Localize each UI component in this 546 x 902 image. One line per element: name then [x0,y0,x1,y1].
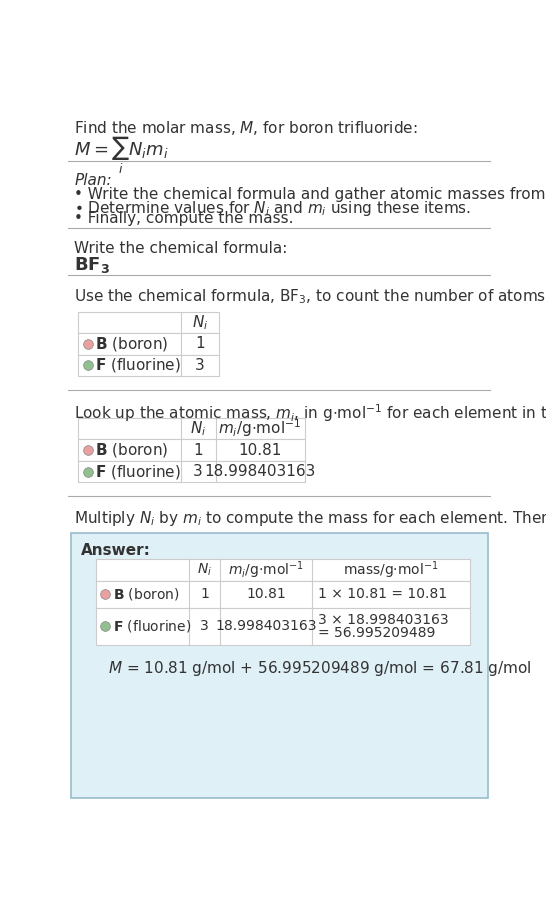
Text: $M$ = 10.81 g/mol + 56.995209489 g/mol = 67.81 g/mol: $M$ = 10.81 g/mol + 56.995209489 g/mol =… [108,658,531,677]
Text: $\mathbf{B}$ (boron): $\mathbf{B}$ (boron) [113,586,180,603]
Text: 3: 3 [193,465,203,479]
FancyBboxPatch shape [78,461,305,483]
Text: Answer:: Answer: [81,542,151,557]
FancyBboxPatch shape [78,418,305,439]
Text: 18.998403163: 18.998403163 [215,620,317,633]
Text: $\mathbf{B}$ (boron): $\mathbf{B}$ (boron) [96,441,169,459]
Text: $M = \sum_i N_i m_i$: $M = \sum_i N_i m_i$ [74,134,169,176]
Text: $N_i$: $N_i$ [192,313,208,332]
Text: = 56.995209489: = 56.995209489 [318,626,435,640]
Text: 10.81: 10.81 [246,587,286,602]
Text: $N_i$: $N_i$ [190,419,206,437]
Text: 1 × 10.81 = 10.81: 1 × 10.81 = 10.81 [318,587,447,602]
Text: Use the chemical formula, BF$_3$, to count the number of atoms, $N_i$, for each : Use the chemical formula, BF$_3$, to cou… [74,287,546,306]
Text: Find the molar mass, $M$, for boron trifluoride:: Find the molar mass, $M$, for boron trif… [74,119,418,137]
Text: 1: 1 [193,443,203,457]
FancyBboxPatch shape [96,608,471,645]
Text: $m_i$/g$\cdot$mol$^{-1}$: $m_i$/g$\cdot$mol$^{-1}$ [228,559,304,581]
FancyBboxPatch shape [72,533,488,798]
Text: 10.81: 10.81 [239,443,282,457]
FancyBboxPatch shape [96,581,471,608]
Text: $N_i$: $N_i$ [197,562,212,578]
Text: 3: 3 [195,358,205,373]
Text: 3: 3 [200,620,209,633]
FancyBboxPatch shape [78,333,219,354]
Text: $\mathbf{F}$ (fluorine): $\mathbf{F}$ (fluorine) [113,619,192,634]
Text: 3 × 18.998403163: 3 × 18.998403163 [318,613,448,627]
FancyBboxPatch shape [78,354,219,376]
Text: • Finally, compute the mass.: • Finally, compute the mass. [74,211,294,226]
Text: • Write the chemical formula and gather atomic masses from the periodic table.: • Write the chemical formula and gather … [74,187,546,202]
Text: 1: 1 [195,336,205,352]
FancyBboxPatch shape [96,559,471,581]
FancyBboxPatch shape [78,439,305,461]
Text: mass/g$\cdot$mol$^{-1}$: mass/g$\cdot$mol$^{-1}$ [343,559,439,581]
Text: $\mathbf{F}$ (fluorine): $\mathbf{F}$ (fluorine) [96,356,181,374]
Text: Look up the atomic mass, $m_i$, in g$\cdot$mol$^{-1}$ for each element in the pe: Look up the atomic mass, $m_i$, in g$\cd… [74,402,546,424]
Text: 1: 1 [200,587,209,602]
Text: $m_i$/g$\cdot$mol$^{-1}$: $m_i$/g$\cdot$mol$^{-1}$ [218,418,301,439]
Text: Multiply $N_i$ by $m_i$ to compute the mass for each element. Then sum those val: Multiply $N_i$ by $m_i$ to compute the m… [74,509,546,528]
Text: • Determine values for $N_i$ and $m_i$ using these items.: • Determine values for $N_i$ and $m_i$ u… [74,199,472,218]
Text: 18.998403163: 18.998403163 [204,465,316,479]
Text: Plan:: Plan: [74,173,112,188]
Text: $\mathbf{F}$ (fluorine): $\mathbf{F}$ (fluorine) [96,463,181,481]
Text: $\mathbf{B}$ (boron): $\mathbf{B}$ (boron) [96,335,169,353]
Text: $\mathbf{BF_3}$: $\mathbf{BF_3}$ [74,254,110,274]
FancyBboxPatch shape [78,311,219,333]
Text: Write the chemical formula:: Write the chemical formula: [74,241,288,255]
